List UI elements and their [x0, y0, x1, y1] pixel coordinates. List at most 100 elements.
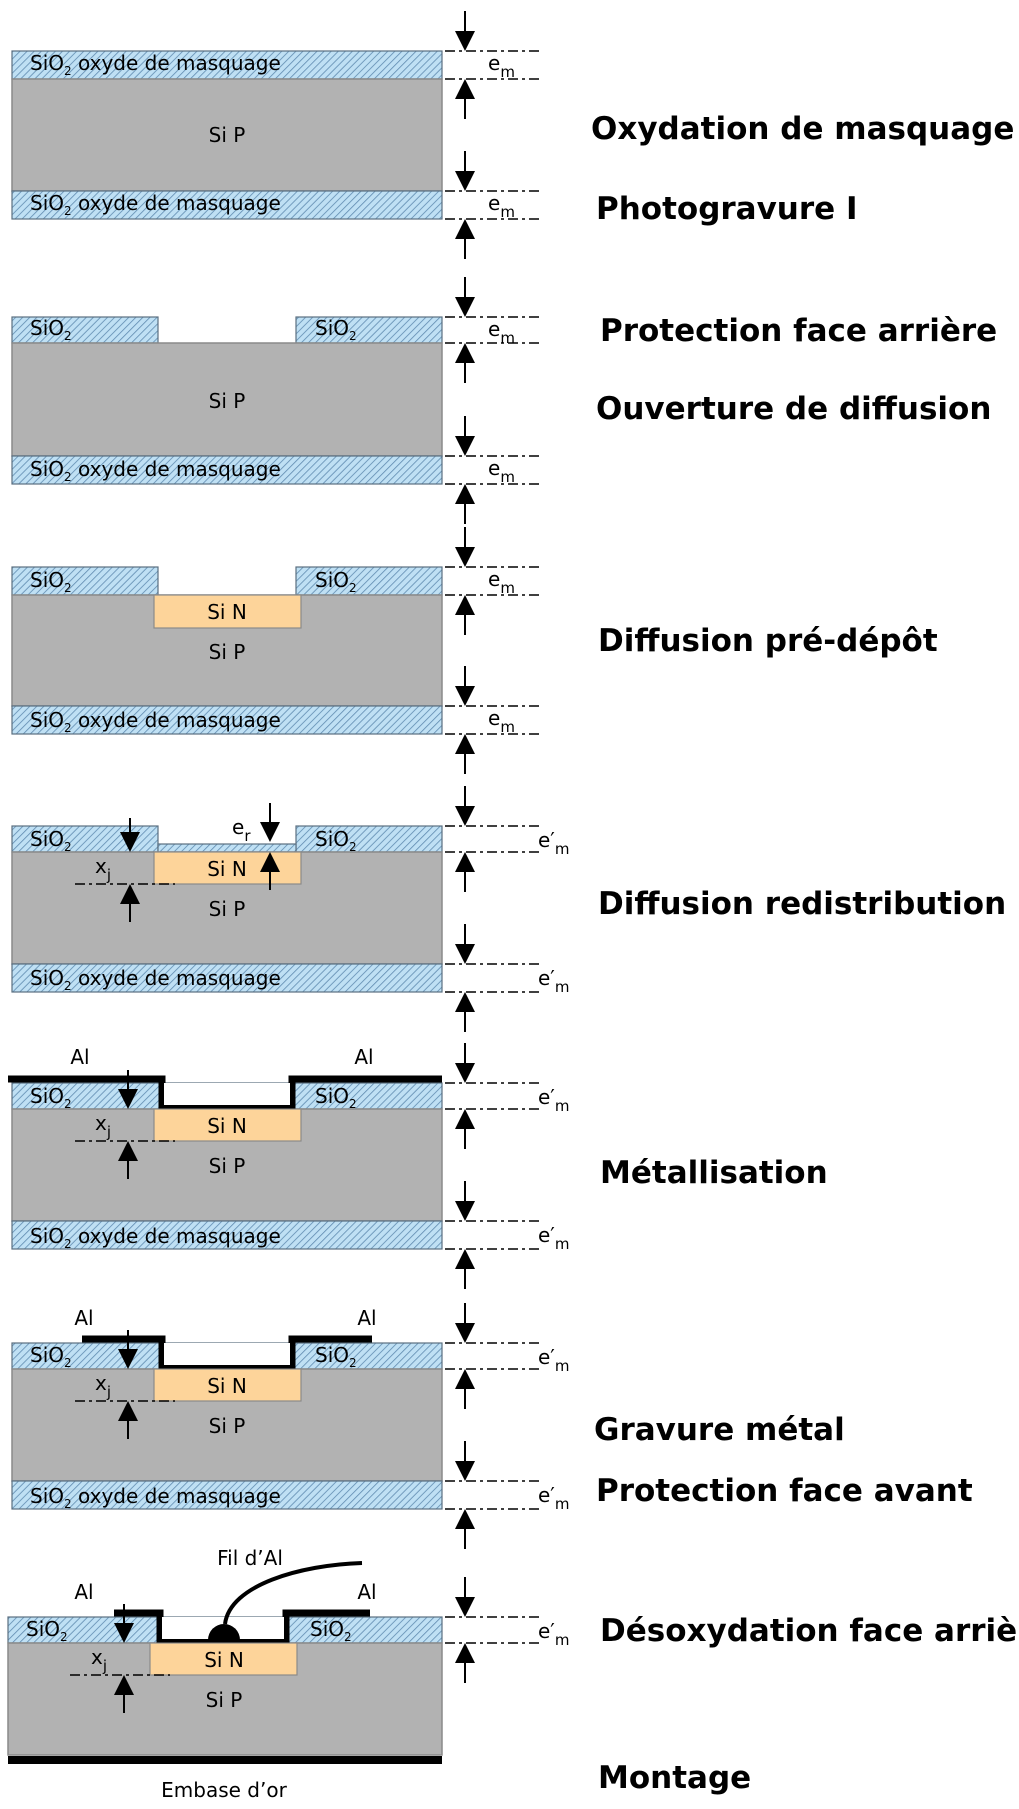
p3-bottom-oxide: [11, 705, 443, 735]
step-label-10: Désoxydation face arrière: [600, 1613, 1019, 1649]
p5-al-left-label: Al: [70, 1045, 89, 1069]
p5-em-top-arrow-down-head: [455, 1063, 475, 1083]
p3-em-top-label: em: [488, 567, 515, 597]
p2-oxide-right: [295, 316, 443, 344]
p4-si-p-label: Si P: [209, 897, 246, 921]
oxide-mask-label: SiO2 oxyde de masquage: [30, 708, 281, 735]
p6-si-n-label: Si N: [207, 1374, 247, 1398]
p3-em-bottom-label: em: [488, 706, 515, 736]
sio2-label: SiO2: [30, 568, 72, 595]
p6-opening: [164, 1343, 290, 1365]
p3-em-top-arrow-down-head: [455, 547, 475, 567]
p4-er-label: er: [232, 815, 251, 845]
oxide-mask-label: SiO2 oxyde de masquage: [30, 1484, 281, 1511]
p6-em-top-arrow-up-head: [455, 1369, 475, 1389]
p7-xj-label: xj: [91, 1645, 107, 1675]
p1-bottom-oxide: [11, 190, 443, 220]
p6-em-top-label: e′m: [538, 1345, 569, 1375]
sio2-label: SiO2: [315, 1084, 357, 1111]
p7-si-p-label: Si P: [206, 1688, 243, 1712]
p5-si-n-label: Si N: [207, 1114, 247, 1138]
p5-opening: [164, 1083, 290, 1105]
p3-oxide-left: [11, 566, 159, 596]
p1-si-p-label: Si P: [209, 123, 246, 147]
p4-er-arrow-down-head: [260, 822, 280, 842]
oxide-mask-label: SiO2 oxyde de masquage: [30, 1224, 281, 1251]
step-label-3: Protection face arrière: [600, 313, 997, 349]
step-label-6: Diffusion redistribution: [598, 886, 1006, 922]
p4-er-arrow-up-head: [260, 852, 280, 872]
sio2-label: SiO2: [310, 1617, 352, 1644]
sio2-label: SiO2: [30, 1343, 72, 1370]
p2-silicon: [11, 342, 443, 457]
p7-embase-label: Embase d’or: [161, 1778, 287, 1802]
p7-al-right-label: Al: [357, 1580, 376, 1604]
p6-xj-arrow-down-head: [118, 1349, 138, 1369]
p5-si-n: [153, 1108, 302, 1142]
p7-em-top-arrow-down-head: [455, 1597, 475, 1617]
p1-em-bottom-label: em: [488, 191, 515, 221]
p5-xj-arrow-up-head: [118, 1141, 138, 1161]
p4-oxide-thin: [157, 843, 297, 853]
p1-em-bottom-arrow-up-head: [455, 219, 475, 239]
p2-si-p-label: Si P: [209, 389, 246, 413]
p2-em-top-arrow-up-head: [455, 343, 475, 363]
p4-oxide-right: [295, 825, 443, 853]
p7-al-wire: [223, 1561, 363, 1625]
p6-xj-arrow-up-head: [118, 1401, 138, 1421]
p6-em-bottom-arrow-down-head: [455, 1461, 475, 1481]
step-label-9: Protection face avant: [596, 1473, 973, 1509]
p6-em-top-arrow-down-head: [455, 1323, 475, 1343]
sio2-label: SiO2: [315, 316, 357, 343]
p5-em-top-label: e′m: [538, 1085, 569, 1115]
p3-si-p-label: Si P: [209, 640, 246, 664]
p5-em-bottom-arrow-down-head: [455, 1201, 475, 1221]
step-label-8: Gravure métal: [594, 1412, 845, 1448]
p7-xj-arrow-down-head: [114, 1623, 134, 1643]
p7-al-left-label: Al: [74, 1580, 93, 1604]
p7-xj-arrow-up-head: [114, 1675, 134, 1695]
p6-bottom-oxide: [11, 1480, 443, 1510]
sio2-label: SiO2: [30, 827, 72, 854]
p6-em-bottom-label: e′m: [538, 1483, 569, 1513]
oxide-mask-label: SiO2 oxyde de masquage: [30, 191, 281, 218]
sio2-label: SiO2: [30, 1084, 72, 1111]
p1-em-top-arrow-up-head: [455, 79, 475, 99]
step-label-2: Photogravure I: [596, 191, 858, 227]
p5-em-top-arrow-up-head: [455, 1109, 475, 1129]
p7-si-n: [149, 1642, 298, 1676]
step-label-5: Diffusion pré-dépôt: [598, 623, 938, 659]
p4-em-top-arrow-down-head: [455, 806, 475, 826]
p7-si-n-label: Si N: [204, 1648, 244, 1672]
p3-oxide-right: [295, 566, 443, 596]
step-label-1: Oxydation de masquage: [591, 111, 1014, 147]
p6-si-n: [153, 1368, 302, 1402]
p2-em-top-label: em: [488, 317, 515, 347]
oxide-mask-label: SiO2 oxyde de masquage: [30, 457, 281, 484]
p2-em-bottom-arrow-up-head: [455, 484, 475, 504]
p2-em-top-arrow-down-head: [455, 297, 475, 317]
sio2-label: SiO2: [26, 1617, 68, 1644]
sio2-label: SiO2: [315, 827, 357, 854]
p4-bottom-oxide: [11, 963, 443, 993]
oxide-mask-label: SiO2 oxyde de masquage: [30, 51, 281, 78]
p6-si-p-label: Si P: [209, 1414, 246, 1438]
p5-al-right-label: Al: [354, 1045, 373, 1069]
p4-xj-arrow-up-head: [120, 884, 140, 904]
p6-xj-label: xj: [95, 1371, 111, 1401]
p2-bottom-oxide: [11, 455, 443, 485]
p7-em-top-arrow-up-head: [455, 1643, 475, 1663]
p7-bond-ball: [208, 1624, 240, 1640]
step-label-4: Ouverture de diffusion: [596, 391, 991, 427]
p5-bottom-oxide: [11, 1220, 443, 1250]
p4-em-top-label: e′m: [538, 828, 569, 858]
p3-em-bottom-arrow-down-head: [455, 686, 475, 706]
sio2-label: SiO2: [315, 1343, 357, 1370]
p1-em-top-arrow-down-head: [455, 31, 475, 51]
p1-em-top-label: em: [488, 51, 515, 81]
p3-em-top-arrow-up-head: [455, 595, 475, 615]
p5-xj-arrow-down-head: [118, 1089, 138, 1109]
p5-em-bottom-arrow-up-head: [455, 1249, 475, 1269]
